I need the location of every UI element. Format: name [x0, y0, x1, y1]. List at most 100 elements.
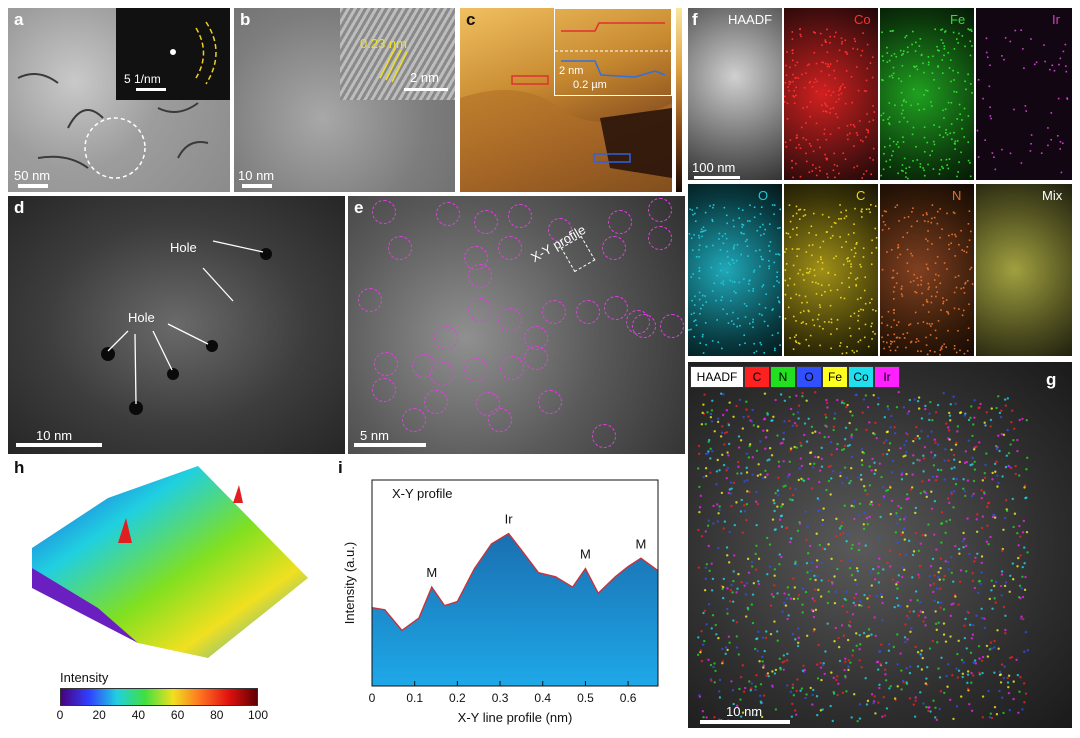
- eds-dot: [933, 143, 936, 146]
- element-dot: [933, 533, 936, 536]
- eds-dot: [785, 145, 788, 148]
- eds-dot: [965, 251, 968, 254]
- eds-dot: [970, 83, 972, 85]
- eds-dot: [869, 211, 871, 214]
- element-dot: [791, 498, 794, 502]
- eds-dot: [715, 299, 717, 302]
- element-dot: [827, 590, 830, 593]
- element-dot: [935, 475, 939, 478]
- eds-dot: [721, 235, 724, 238]
- eds-dot: [726, 313, 728, 315]
- element-dot: [848, 421, 851, 425]
- element-dot: [854, 578, 857, 582]
- element-dot: [891, 578, 895, 581]
- eds-dot: [1025, 110, 1028, 112]
- eds-dot: [864, 302, 867, 305]
- element-dot: [782, 438, 785, 441]
- element-dot: [920, 649, 923, 652]
- element-dot: [919, 542, 923, 545]
- element-dot: [873, 461, 876, 464]
- element-dot: [789, 498, 792, 501]
- eds-dot: [747, 255, 749, 257]
- eds-dot: [796, 234, 798, 236]
- element-dot: [905, 667, 908, 670]
- element-dot: [825, 416, 828, 419]
- eds-dot: [955, 286, 958, 289]
- eds-dot: [938, 87, 940, 90]
- eds-dot: [957, 171, 959, 173]
- element-dot: [711, 450, 714, 453]
- element-dot: [996, 445, 999, 449]
- eds-dot: [964, 45, 966, 48]
- eds-dot: [761, 314, 763, 316]
- eds-dot: [872, 330, 874, 333]
- eds-dot: [791, 166, 793, 169]
- element-dot: [905, 493, 909, 496]
- eds-dot: [826, 28, 828, 31]
- element-dot: [713, 430, 716, 433]
- element-dot: [839, 533, 842, 536]
- element-dot: [809, 462, 812, 466]
- element-dot: [751, 565, 754, 568]
- element-dot: [914, 437, 917, 440]
- eds-dot: [890, 326, 893, 328]
- element-dot: [793, 709, 797, 712]
- colorbar-title: Intensity: [60, 670, 109, 685]
- eds-dot: [820, 104, 823, 107]
- eds-dot: [850, 75, 853, 78]
- element-dot: [868, 502, 872, 506]
- eds-dot: [785, 64, 787, 67]
- element-dot: [956, 676, 960, 679]
- eds-dot: [912, 160, 914, 162]
- panel-e-scale-bar: [354, 443, 426, 447]
- panel-f-eds-maps: HAADF Co Fe Ir O C N Mix f 100 nm: [688, 8, 1072, 356]
- atom-circle: [430, 362, 454, 386]
- eds-dot: [830, 94, 832, 97]
- element-dot: [950, 467, 953, 470]
- element-dot: [802, 664, 805, 667]
- eds-map-label: Fe: [950, 12, 966, 27]
- eds-dot: [726, 222, 729, 225]
- element-dot: [741, 711, 745, 714]
- element-dot: [811, 703, 814, 706]
- element-dot: [723, 431, 727, 435]
- element-dot: [832, 690, 835, 694]
- eds-dot: [713, 282, 716, 285]
- element-dot: [891, 459, 895, 463]
- eds-dot: [805, 338, 808, 341]
- eds-dot: [691, 299, 693, 302]
- eds-dot: [891, 76, 894, 79]
- eds-dot: [858, 120, 861, 122]
- element-dot: [900, 533, 903, 536]
- eds-dot: [917, 103, 919, 105]
- element-dot: [755, 523, 758, 527]
- element-dot: [914, 699, 917, 702]
- eds-dot: [954, 143, 956, 145]
- eds-dot: [913, 273, 916, 276]
- eds-dot: [865, 128, 868, 131]
- element-dot: [824, 650, 827, 653]
- eds-dot: [1043, 44, 1045, 46]
- element-dot: [857, 476, 860, 479]
- eds-dot: [853, 125, 856, 128]
- element-dot: [725, 469, 728, 472]
- eds-dot: [841, 246, 843, 248]
- eds-dot: [821, 61, 823, 64]
- eds-dot: [862, 309, 865, 311]
- panel-d-haadf-stem: d Hole Hole 10 nm: [8, 196, 345, 454]
- element-dot: [716, 520, 720, 523]
- element-dot: [709, 415, 713, 419]
- element-dot: [791, 702, 794, 706]
- element-dot: [776, 639, 779, 642]
- eds-dot: [967, 73, 969, 76]
- element-dot: [896, 541, 899, 544]
- element-dot: [830, 671, 833, 674]
- eds-dot: [902, 136, 904, 138]
- eds-dot: [721, 347, 723, 350]
- element-dot: [975, 530, 979, 533]
- element-dot: [938, 707, 942, 711]
- element-dot: [917, 573, 920, 576]
- element-dot: [931, 475, 935, 478]
- eds-dot: [915, 65, 918, 68]
- element-dot: [897, 604, 900, 607]
